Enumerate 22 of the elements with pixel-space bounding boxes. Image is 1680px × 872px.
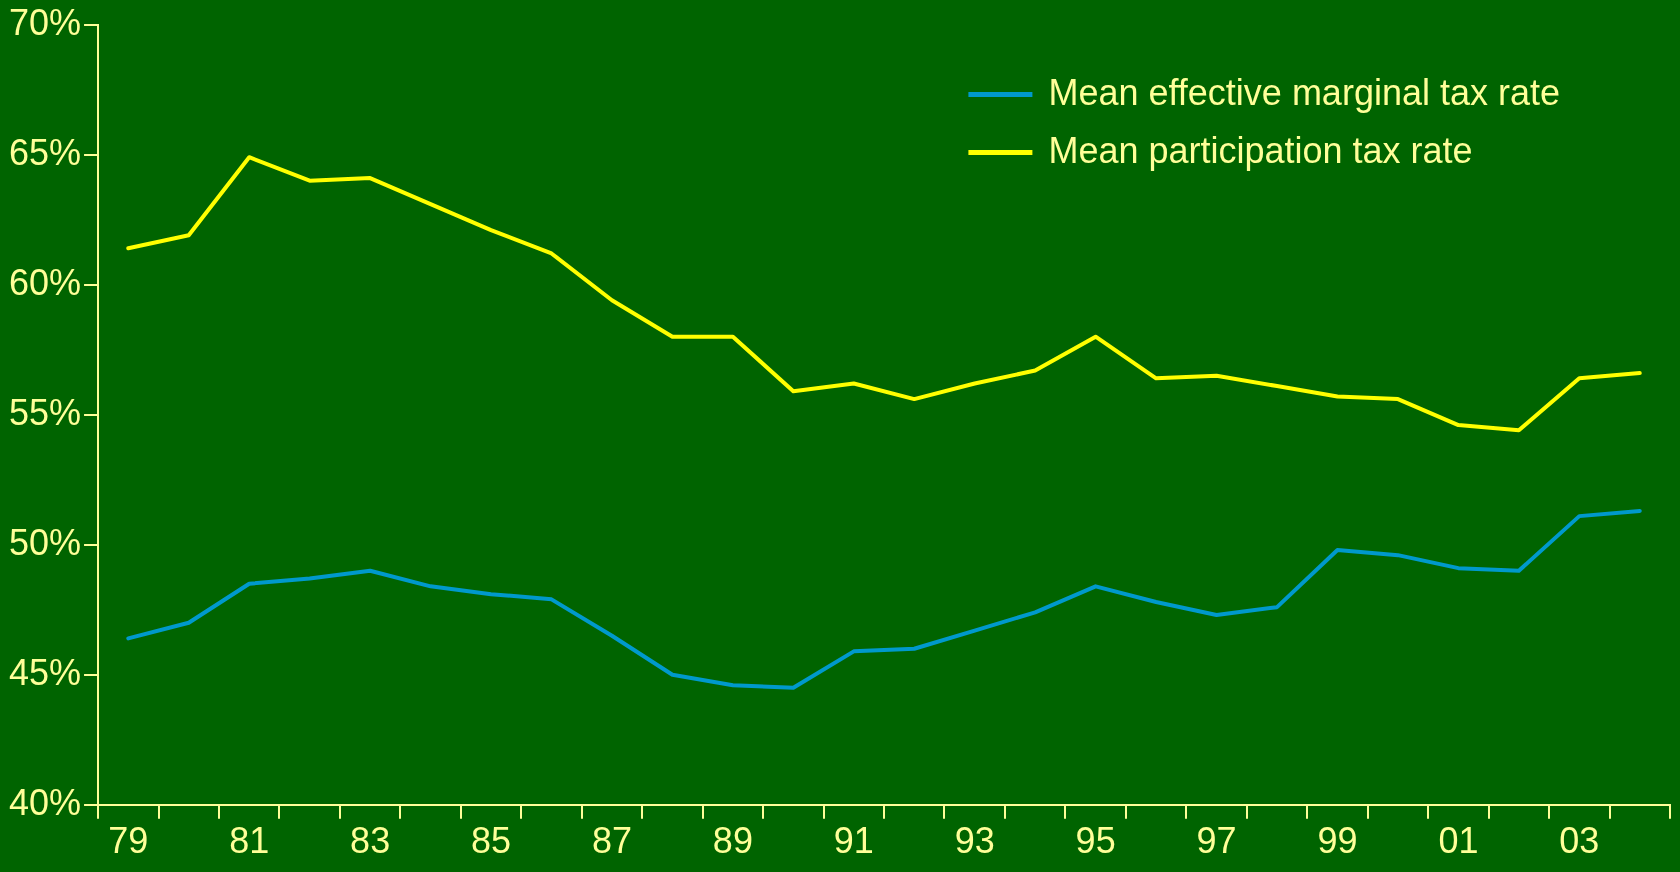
x-tick-label: 79 [108, 820, 149, 862]
y-tick-label: 50% [8, 521, 82, 563]
y-tick-label: 65% [8, 131, 82, 173]
x-tick-label: 81 [229, 820, 270, 862]
legend-label: Mean effective marginal tax rate [1048, 71, 1560, 113]
y-tick-label: 40% [8, 781, 82, 823]
x-tick-label: 87 [591, 820, 632, 862]
y-tick-label: 60% [8, 261, 82, 303]
x-tick-label: 91 [833, 820, 874, 862]
x-tick-label: 01 [1438, 820, 1479, 862]
x-tick-label: 89 [712, 820, 753, 862]
x-tick-label: 85 [471, 820, 512, 862]
x-tick-label: 83 [350, 820, 391, 862]
y-tick-label: 70% [8, 1, 82, 43]
x-tick-label: 93 [954, 820, 995, 862]
legend-label: Mean participation tax rate [1048, 129, 1473, 171]
x-tick-label: 97 [1196, 820, 1237, 862]
x-tick-label: 99 [1317, 820, 1358, 862]
y-tick-label: 55% [8, 391, 82, 433]
x-tick-label: 95 [1075, 820, 1116, 862]
x-tick-label: 03 [1559, 820, 1600, 862]
y-tick-label: 45% [8, 651, 82, 693]
